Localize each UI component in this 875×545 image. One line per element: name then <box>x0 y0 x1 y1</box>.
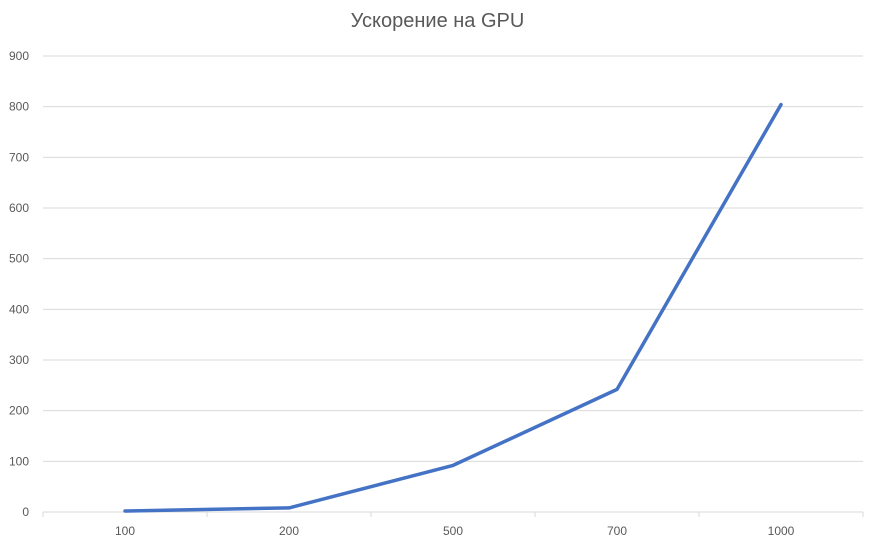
y-tick-label: 800 <box>9 100 29 114</box>
data-point <box>779 103 783 107</box>
data-point <box>451 463 455 467</box>
y-tick-label: 0 <box>22 505 29 519</box>
y-tick-label: 600 <box>9 201 29 215</box>
data-point <box>123 509 127 513</box>
y-tick-label: 700 <box>9 150 29 164</box>
y-tick-label: 100 <box>9 454 29 468</box>
y-tick-label: 900 <box>9 49 29 63</box>
x-tick-label: 200 <box>279 524 299 538</box>
data-point <box>615 387 619 391</box>
y-tick-label: 200 <box>9 404 29 418</box>
y-tick-label: 300 <box>9 353 29 367</box>
x-tick-label: 500 <box>443 524 463 538</box>
y-tick-label: 500 <box>9 252 29 266</box>
x-tick-label: 700 <box>607 524 627 538</box>
chart-title: Ускорение на GPU <box>350 10 525 32</box>
x-tick-label: 1000 <box>768 524 795 538</box>
x-tick-label: 100 <box>115 524 135 538</box>
data-point <box>287 506 291 510</box>
series-line <box>123 102 783 513</box>
y-tick-label: 400 <box>9 302 29 316</box>
